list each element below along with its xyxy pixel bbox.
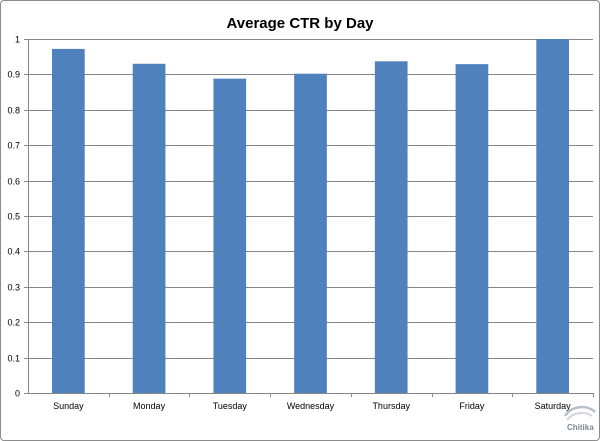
y-tick-label: 1 (15, 35, 20, 45)
y-axis-ticks: 0 0.1 0.2 0.3 0.4 0.5 0.6 0.7 0.8 0.9 1 (7, 35, 28, 399)
bars (52, 39, 569, 394)
x-tick-label: Tuesday (213, 401, 248, 411)
y-tick-label: 0.5 (7, 212, 20, 222)
bar (374, 61, 408, 393)
x-tick-label: Sunday (53, 401, 84, 411)
x-axis-ticks: Sunday Monday Tuesday Wednesday Thursday Frid… (53, 393, 594, 411)
y-tick-label: 0.6 (7, 177, 20, 187)
x-tick-label: Wednesday (287, 401, 335, 411)
chart-title: Average CTR by Day (227, 15, 375, 32)
y-tick-label: 0.7 (7, 141, 20, 151)
x-tick-label: Saturday (535, 401, 572, 411)
y-tick-label: 0.9 (7, 70, 20, 80)
y-tick-label: 0.4 (7, 247, 20, 257)
y-tick-label: 0.8 (7, 106, 20, 116)
bar (52, 48, 85, 394)
bar (536, 39, 569, 393)
y-tick-label: 0.3 (7, 283, 20, 293)
x-tick-label: Friday (459, 401, 485, 411)
bar (294, 73, 327, 393)
x-tick-label: Thursday (372, 401, 410, 411)
y-tick-label: 0.2 (7, 318, 20, 328)
chitika-logo-icon: Chitika (563, 405, 596, 432)
y-tick-label: 0.1 (7, 354, 20, 364)
y-tick-label: 0 (15, 389, 20, 399)
bar (132, 63, 166, 393)
x-tick-label: Monday (133, 401, 166, 411)
chitika-logo-text: Chitika (567, 423, 594, 432)
bar (213, 78, 247, 393)
bar (455, 64, 489, 393)
